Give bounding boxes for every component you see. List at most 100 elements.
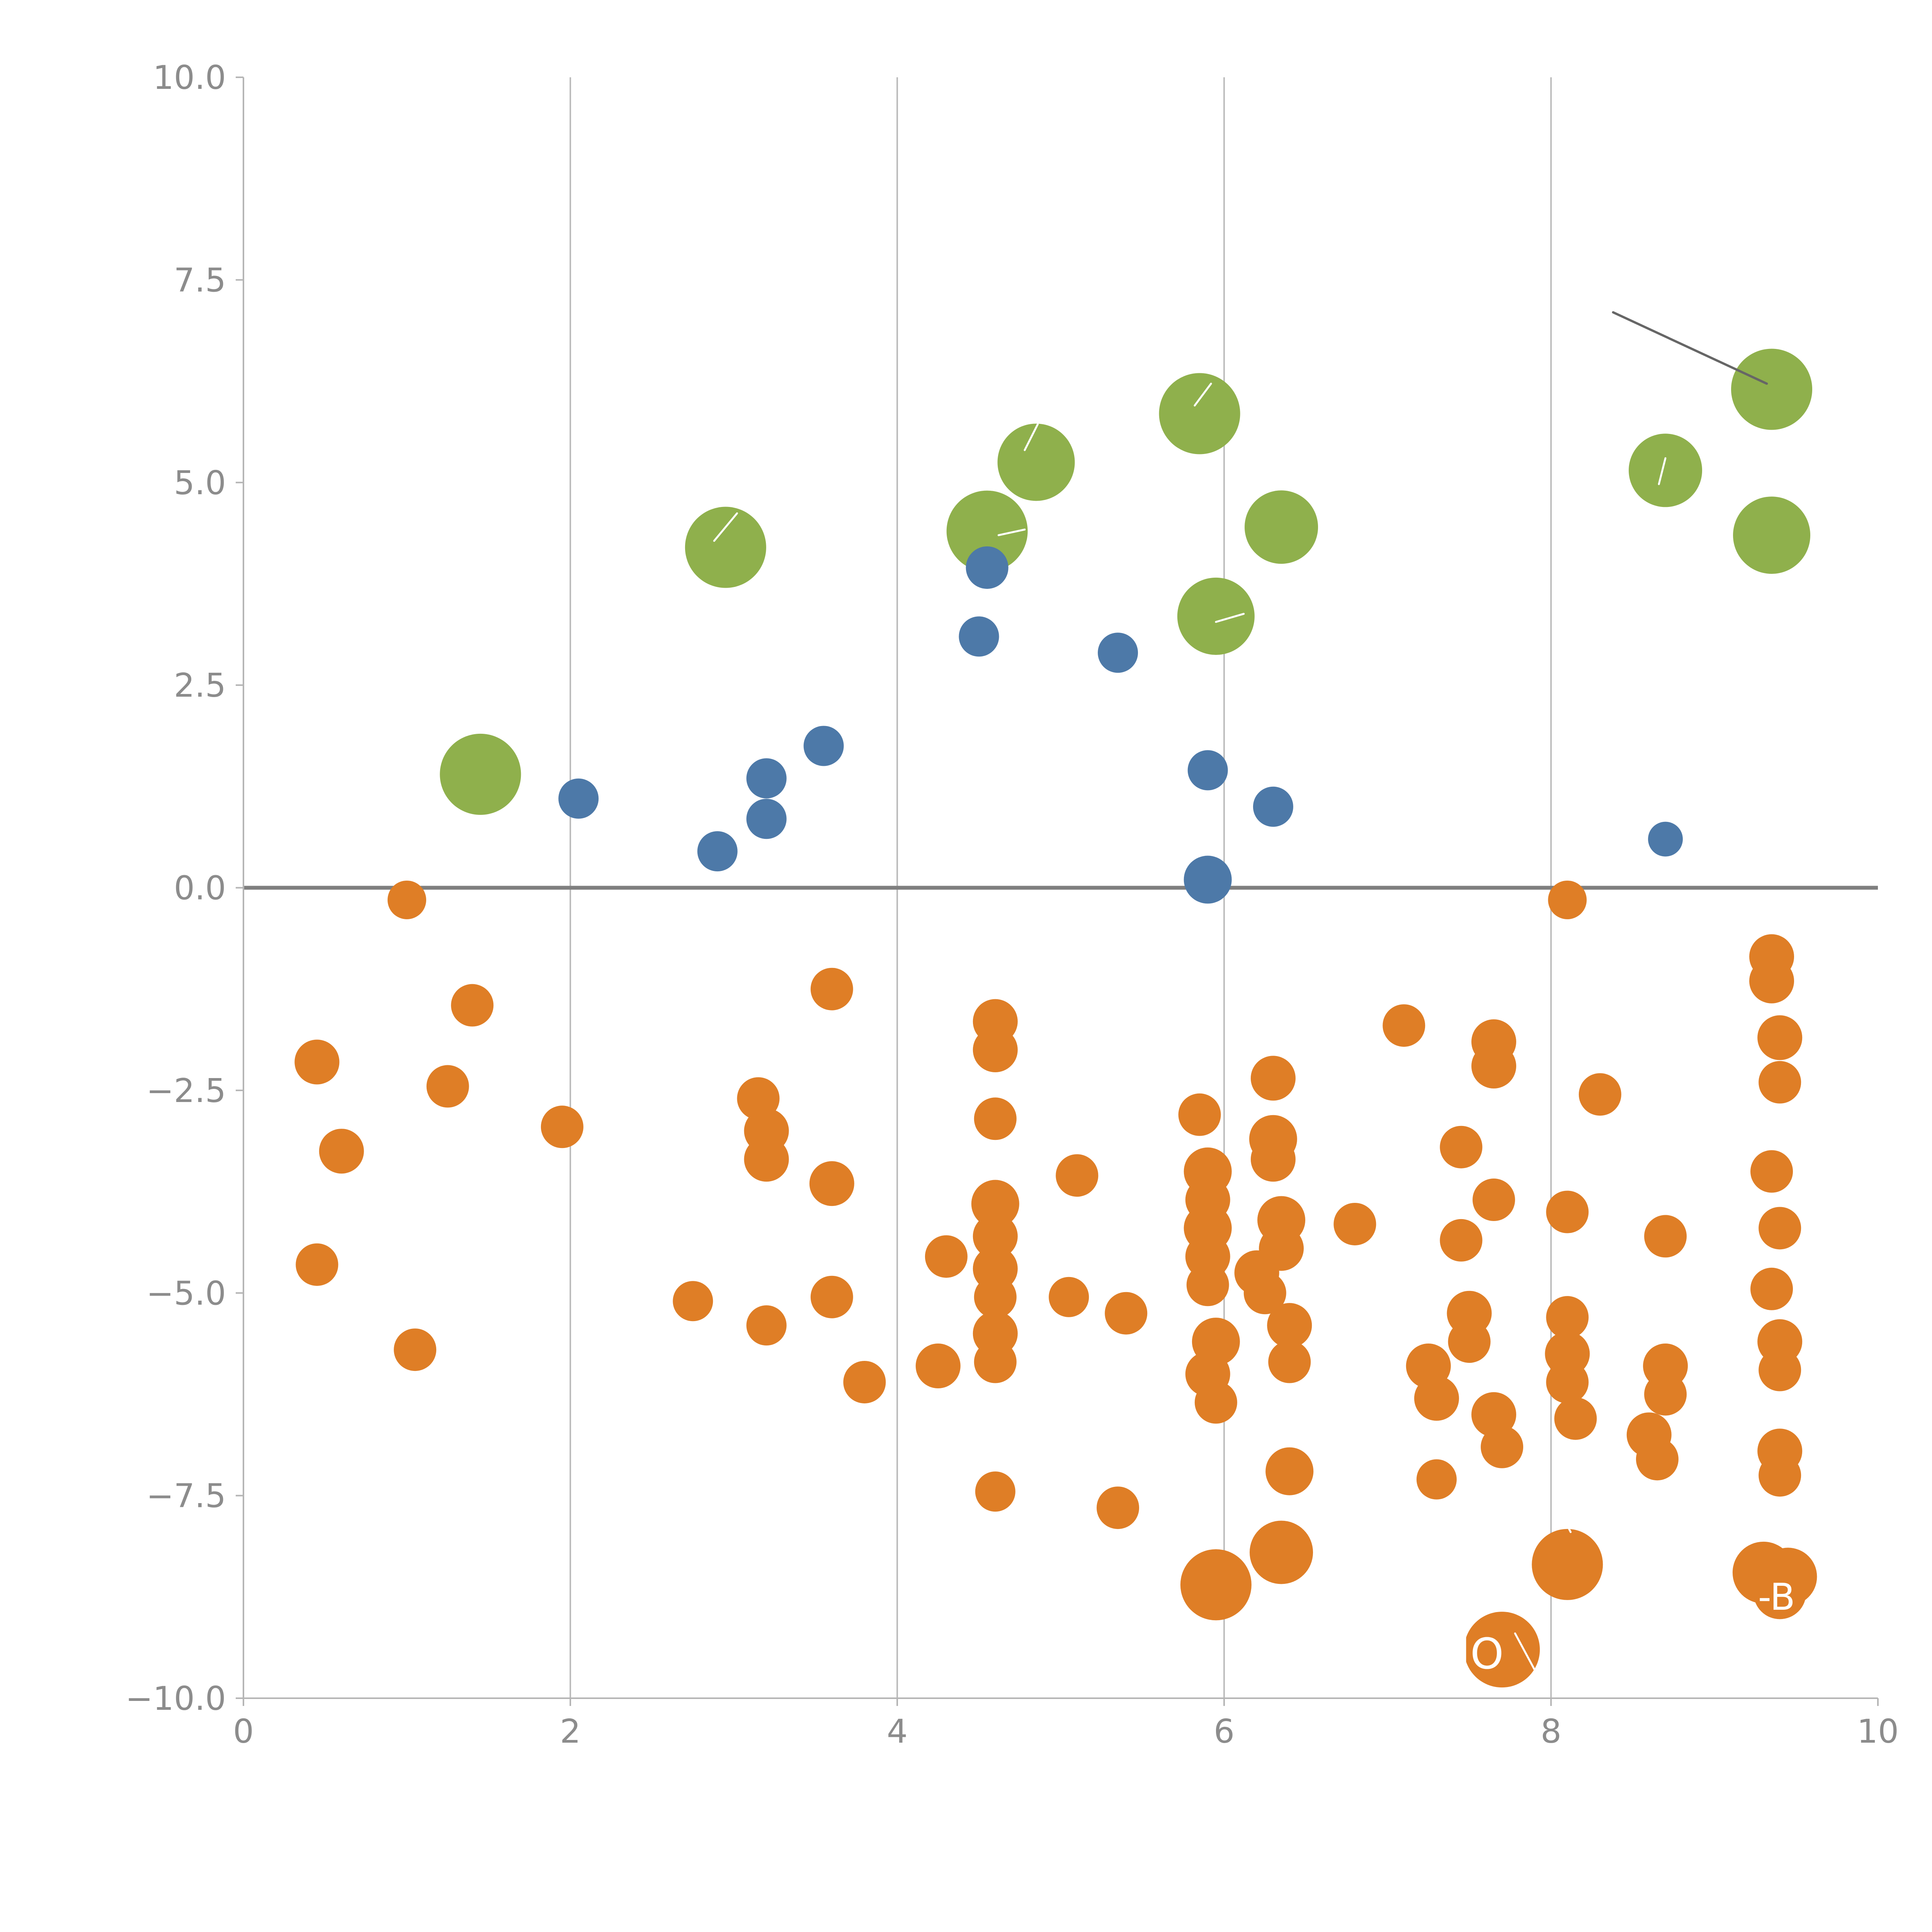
data-point-orange	[1250, 1520, 1313, 1584]
y-tick-label: −10.0	[126, 1680, 226, 1718]
data-point-orange	[974, 1097, 1017, 1140]
data-point-orange	[809, 1161, 854, 1206]
data-point-orange	[388, 880, 426, 919]
data-point-orange	[319, 1129, 364, 1174]
data-point-orange	[1759, 1061, 1801, 1104]
data-point-orange	[1333, 1202, 1376, 1245]
data-point-orange	[1546, 1190, 1589, 1233]
y-tick-label: 5.0	[174, 464, 226, 502]
annotation-line	[1215, 613, 1245, 623]
data-point-orange	[915, 1344, 961, 1389]
annotation-line	[631, 690, 656, 704]
data-point-orange	[1753, 1566, 1806, 1619]
data-point-orange	[1440, 1219, 1483, 1262]
data-point-orange	[296, 1243, 338, 1286]
data-point-orange	[426, 1065, 469, 1108]
annotation-line	[997, 528, 1026, 536]
data-point-orange	[1049, 1277, 1089, 1317]
annotation-line	[1514, 1632, 1536, 1671]
data-point-orange	[1481, 1425, 1524, 1468]
data-point-orange	[394, 1328, 437, 1371]
data-point-orange	[810, 968, 853, 1010]
data-point-orange	[1750, 1150, 1793, 1193]
data-point-green	[1159, 373, 1240, 454]
data-point-blue	[746, 799, 787, 839]
data-point-orange	[1532, 1529, 1603, 1600]
data-point-orange	[1471, 1043, 1516, 1088]
data-point-blue	[558, 778, 599, 819]
annotations: JO -B	[631, 311, 1795, 1679]
data-point-orange	[971, 1180, 1019, 1228]
data-point-blue	[1648, 821, 1683, 857]
data-point-orange	[1440, 1126, 1483, 1168]
y-axis: 10.0 7.5 5.0 2.5 0.0 −2.5 −5.0 −7.5 −10.0	[126, 59, 243, 1718]
y-tick-label: 2.5	[174, 667, 226, 705]
data-point-orange	[1265, 1447, 1314, 1495]
data-point-orange	[1056, 1154, 1099, 1197]
data-point-orange	[746, 1305, 787, 1346]
data-point-orange	[1267, 1303, 1312, 1348]
data-point-green	[1731, 349, 1813, 430]
series-container	[294, 349, 1817, 1688]
data-point-orange	[1749, 958, 1794, 1003]
data-point-orange	[541, 1105, 583, 1148]
annotation-line	[713, 512, 738, 542]
x-axis: 0 2 4 6 8 10	[233, 1698, 1899, 1751]
y-tick-label: 10.0	[153, 59, 226, 97]
data-point-orange	[744, 1137, 789, 1182]
data-point-orange	[1644, 1373, 1687, 1416]
data-point-green	[946, 490, 1028, 572]
x-tick-label: 2	[560, 1713, 581, 1751]
data-point-blue	[1253, 786, 1293, 827]
data-point-orange	[1757, 1015, 1803, 1060]
annotation-line	[1612, 311, 1768, 385]
data-point-green	[1733, 497, 1811, 574]
annotation-line	[1658, 457, 1667, 485]
data-point-orange	[1472, 1179, 1515, 1221]
series-blue	[558, 546, 1683, 904]
annotation-line	[1024, 423, 1039, 451]
data-point-orange	[1759, 1207, 1801, 1250]
data-point-orange	[1636, 1438, 1679, 1481]
data-point-green	[1245, 490, 1318, 564]
y-tick-label: 0.0	[174, 869, 226, 908]
y-tick-label: −2.5	[146, 1072, 226, 1110]
data-point-orange	[673, 1281, 713, 1321]
data-point-green	[1629, 434, 1702, 507]
data-point-orange	[1416, 1459, 1457, 1500]
data-point-orange	[1546, 1296, 1589, 1339]
data-point-orange	[1414, 1376, 1459, 1421]
x-tick-label: 10	[1857, 1713, 1899, 1751]
data-point-orange	[843, 1361, 886, 1403]
data-point-orange	[1105, 1292, 1148, 1335]
data-point-green	[1177, 577, 1255, 655]
annotation-text: JO	[1456, 1629, 1504, 1679]
data-point-blue	[697, 831, 738, 872]
data-point-orange	[973, 1027, 1018, 1072]
data-point-orange	[1759, 1349, 1801, 1391]
y-tick-label: −5.0	[146, 1274, 226, 1313]
data-point-orange	[1268, 1340, 1311, 1383]
data-point-orange	[294, 1039, 340, 1085]
data-point-orange	[1180, 1549, 1252, 1621]
data-point-green	[440, 733, 521, 815]
data-point-orange	[1464, 1612, 1540, 1688]
data-point-orange	[1554, 1397, 1597, 1440]
data-point-orange	[1259, 1226, 1304, 1271]
data-point-blue	[959, 616, 999, 657]
x-tick-label: 6	[1214, 1713, 1235, 1751]
data-point-orange	[1250, 1137, 1296, 1182]
data-point-orange	[974, 1276, 1017, 1318]
series-green	[440, 349, 1813, 815]
data-point-orange	[974, 1340, 1017, 1383]
data-point-orange	[1097, 1486, 1139, 1529]
data-point-blue	[803, 726, 844, 766]
y-tick-label: 7.5	[174, 261, 226, 299]
data-point-orange	[1448, 1320, 1491, 1363]
series-orange	[294, 880, 1817, 1688]
data-point-orange	[1383, 1004, 1425, 1047]
data-point-orange	[1548, 880, 1587, 919]
data-point-orange	[810, 1276, 853, 1318]
data-point-orange	[1750, 1267, 1793, 1310]
